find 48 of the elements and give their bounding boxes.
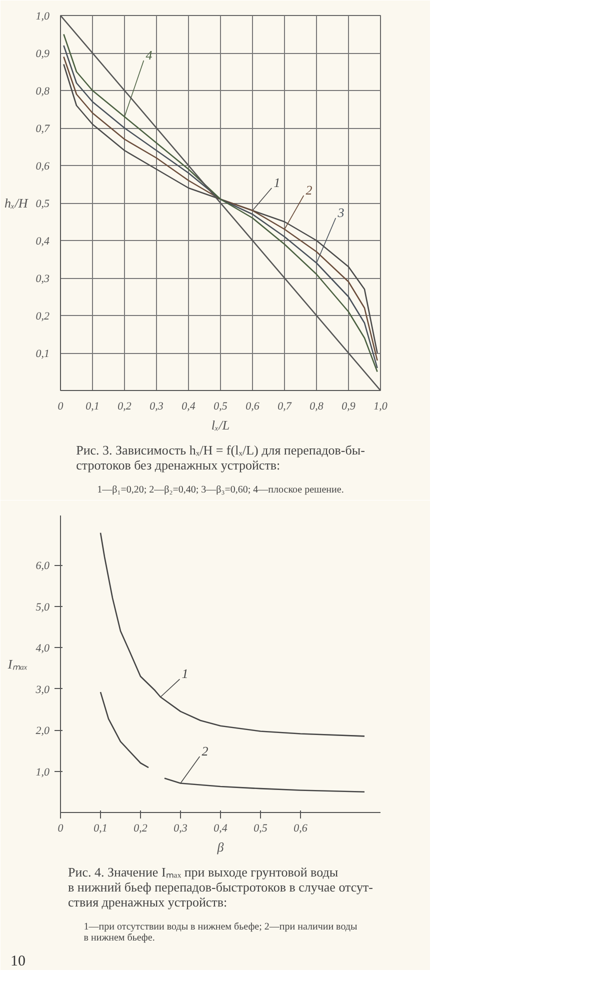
x-tick-label: 0,3 [174,822,188,834]
x-tick-label: 0,6 [246,400,260,412]
x-tick-label: 0 [58,400,64,412]
text: 2 [202,743,209,758]
x-tick-label: 0,1 [94,822,108,834]
y-tick-label: 0,1 [36,348,50,360]
x-tick-label: 0,8 [310,400,324,412]
text: 1 [274,175,280,190]
y-axis-title: hₓ/H [4,196,28,210]
text: Рис. 3. Зависимость hₓ/H = f(lₓ/L) для перепадов-бы- стротоков без дренажных устройств: [76,442,365,472]
text: 10 [10,954,26,970]
y-tick-label: 3,0 [34,684,50,696]
text: Рис. 4. Значение Iₘₐₓ при выходе грунтовой воды в нижний бьеф перепадов-быстротоков в случае отсут- ствия дренажных устройств: [68,864,373,910]
y-tick-label: 0,2 [36,310,50,322]
y-axis-title: Iₘₐₓ [6,656,28,672]
y-tick-label: 1,0 [36,766,50,778]
y-tick-label: 6,0 [36,560,50,572]
y-tick-label: 0,7 [36,123,50,135]
x-tick-label: 0,4 [214,822,228,834]
y-tick-label: 0,3 [36,273,50,285]
text: 1—β₁=0,20; 2—β₂=0,40; 3—β₃=0,60; 4—плоское решение. [97,484,344,496]
y-tick-label: 0,6 [36,160,50,172]
y-tick-label: 0,9 [36,48,50,60]
y-tick-label: 5,0 [36,601,50,614]
text: 3 [336,205,345,220]
x-tick-label: 0,9 [342,400,356,412]
y-tick-label: 4,0 [36,642,50,654]
y-tick-label: 0,4 [36,236,50,248]
y-tick-label: 2,0 [36,725,50,737]
x-tick-label: 0,1 [86,400,100,412]
x-axis-title: β [216,840,224,854]
x-tick-label: 0,3 [150,400,164,412]
y-tick-label: 0,8 [36,86,50,98]
text: 2 [306,182,313,198]
y-tick-label: 0,5 [36,198,50,210]
x-tick-label: 0,6 [294,822,308,834]
x-tick-label: 0,7 [278,400,292,412]
x-tick-label: 1,0 [374,400,388,412]
x-tick-label: 0,5 [254,822,268,834]
x-tick-label: 0,2 [118,400,132,412]
x-tick-label: 0 [58,822,64,834]
x-axis-title: lₓ/L [211,418,230,432]
x-tick-label: 0,2 [134,822,148,834]
y-tick-label: 1,0 [36,10,50,22]
x-tick-label: 0,4 [182,400,196,412]
text: 1—при отсутствии воды в нижнем бьефе; 2—при наличии воды в нижнем бьефе. [84,922,358,944]
x-tick-label: 0,5 [214,400,228,412]
series-label: 1 [182,666,188,682]
